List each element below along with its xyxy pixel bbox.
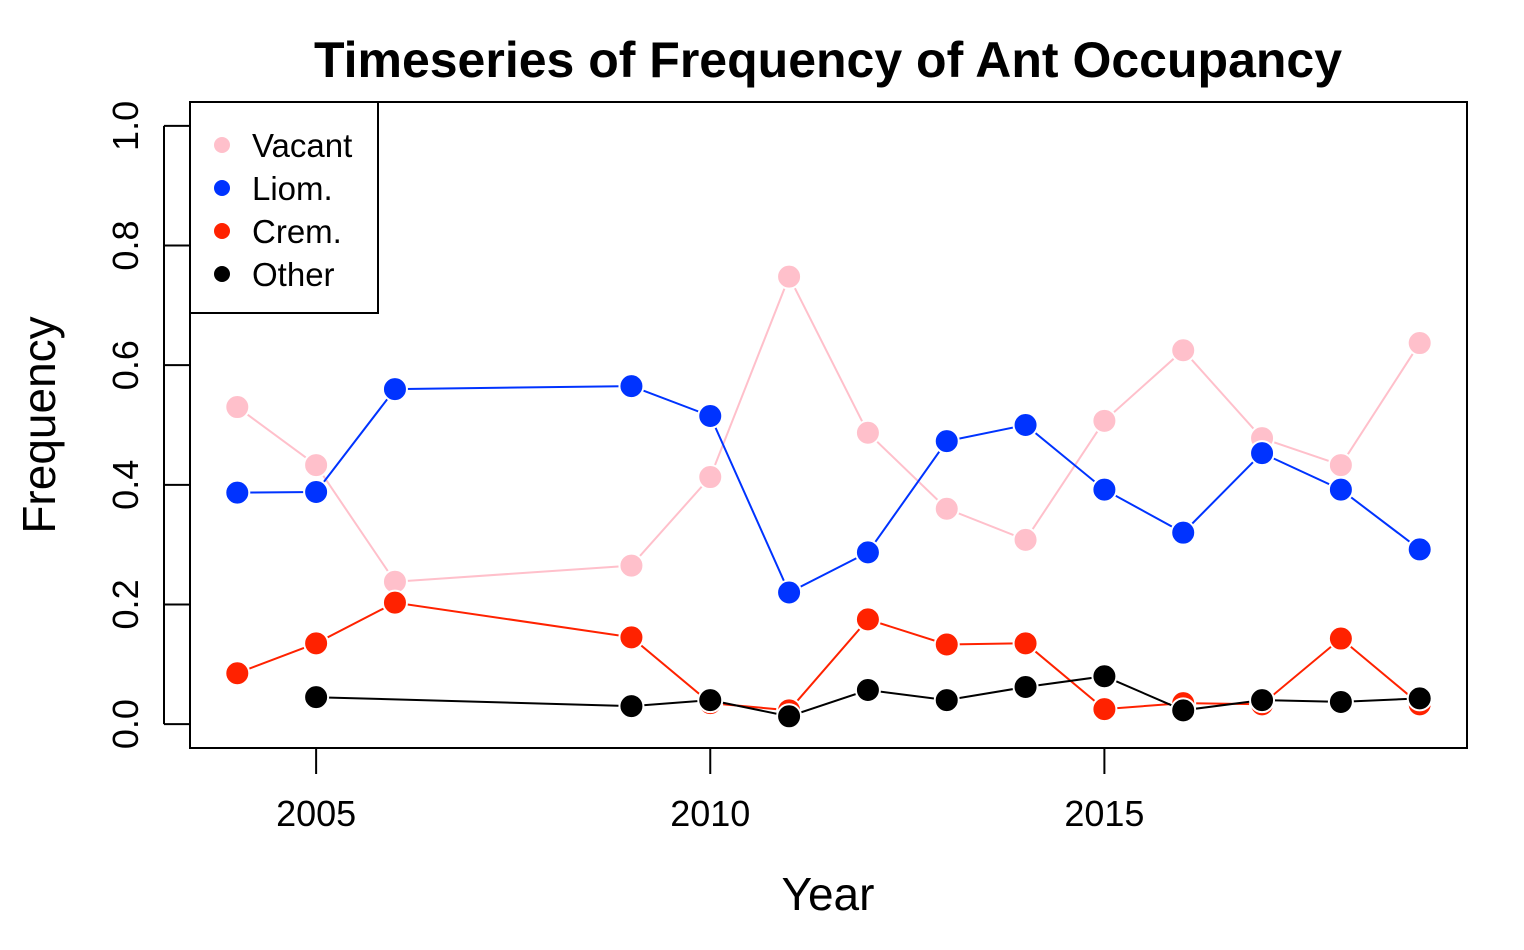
data-point-vacant — [933, 495, 960, 522]
data-point-liom — [776, 579, 803, 606]
data-point-liom — [854, 539, 881, 566]
data-point-vacant — [303, 452, 330, 479]
data-point-other — [1091, 663, 1118, 690]
data-point-liom — [381, 376, 408, 403]
data-point-other — [1012, 673, 1039, 700]
legend: Vacant Liom. Crem. Other — [189, 101, 379, 314]
x-tick-label: 2015 — [1064, 793, 1144, 834]
data-point-other — [933, 687, 960, 714]
legend-item-other: Other — [214, 256, 335, 293]
data-point-vacant — [1012, 526, 1039, 553]
legend-item-liom: Liom. — [214, 170, 333, 207]
data-point-other — [1327, 688, 1354, 715]
data-point-crem — [933, 631, 960, 658]
data-point-vacant — [1406, 330, 1433, 357]
data-point-vacant — [1091, 407, 1118, 434]
chart-title: Timeseries of Frequency of Ant Occupancy — [314, 32, 1342, 88]
legend-label-crem: Crem. — [252, 213, 342, 250]
series-vacant — [224, 263, 1433, 595]
data-point-other — [854, 676, 881, 703]
data-point-crem — [1012, 630, 1039, 657]
data-point-other — [776, 703, 803, 730]
series-line-other — [316, 675, 1420, 718]
x-axis-label: Year — [782, 868, 875, 920]
y-tick-label: 0.8 — [105, 221, 146, 271]
data-point-liom — [697, 403, 724, 430]
legend-marker-crem — [214, 223, 230, 239]
series-layer — [224, 263, 1433, 730]
legend-label-liom: Liom. — [252, 170, 333, 207]
legend-marker-other — [214, 266, 230, 282]
series-line-vacant — [236, 274, 1421, 583]
series-line-liom — [237, 385, 1421, 594]
y-tick-label: 1.0 — [105, 101, 146, 151]
y-tick-label: 0.0 — [105, 699, 146, 749]
legend-marker-vacant — [214, 137, 230, 153]
data-point-liom — [224, 479, 251, 506]
data-point-crem — [854, 606, 881, 633]
legend-marker-liom — [214, 180, 230, 196]
legend-item-vacant: Vacant — [214, 127, 352, 164]
data-point-liom — [303, 478, 330, 505]
plot-frame — [189, 101, 1468, 749]
y-axis-label: Frequency — [13, 316, 65, 533]
data-point-vacant — [224, 394, 251, 421]
data-point-other — [618, 693, 645, 720]
data-point-crem — [618, 624, 645, 651]
data-point-other — [1170, 697, 1197, 724]
data-point-liom — [1091, 476, 1118, 503]
legend-item-crem: Crem. — [214, 213, 342, 250]
y-tick-label: 0.4 — [105, 460, 146, 510]
legend-label-other: Other — [252, 256, 335, 293]
series-line-crem — [236, 601, 1421, 712]
data-point-vacant — [1170, 337, 1197, 364]
data-point-other — [1406, 685, 1433, 712]
legend-label-vacant: Vacant — [252, 127, 352, 164]
series-liom — [224, 373, 1433, 606]
data-point-other — [1249, 687, 1276, 714]
data-point-other — [697, 687, 724, 714]
data-point-vacant — [1327, 452, 1354, 479]
data-point-crem — [1091, 696, 1118, 723]
data-point-other — [303, 684, 330, 711]
data-point-liom — [1327, 476, 1354, 503]
data-point-crem — [1327, 625, 1354, 652]
data-point-vacant — [697, 464, 724, 491]
data-point-liom — [1170, 519, 1197, 546]
data-point-vacant — [618, 552, 645, 579]
y-axis: 0.0 0.2 0.4 0.6 0.8 1.0 — [105, 101, 190, 749]
y-tick-label: 0.6 — [105, 340, 146, 390]
data-point-vacant — [776, 263, 803, 290]
series-other — [303, 663, 1433, 730]
data-point-crem — [381, 589, 408, 616]
x-tick-label: 2010 — [670, 793, 750, 834]
data-point-liom — [1249, 440, 1276, 467]
data-point-liom — [1406, 536, 1433, 563]
y-tick-label: 0.2 — [105, 579, 146, 629]
x-axis: 2005 2010 2015 — [276, 747, 1144, 834]
data-point-crem — [303, 630, 330, 657]
data-point-crem — [224, 660, 251, 687]
data-point-liom — [1012, 412, 1039, 438]
data-point-liom — [933, 428, 960, 455]
data-point-vacant — [854, 419, 881, 446]
x-tick-label: 2005 — [276, 793, 356, 834]
data-point-liom — [618, 373, 645, 400]
